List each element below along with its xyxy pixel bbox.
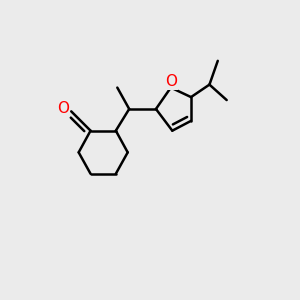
Text: O: O [57, 101, 69, 116]
Text: O: O [165, 74, 177, 89]
